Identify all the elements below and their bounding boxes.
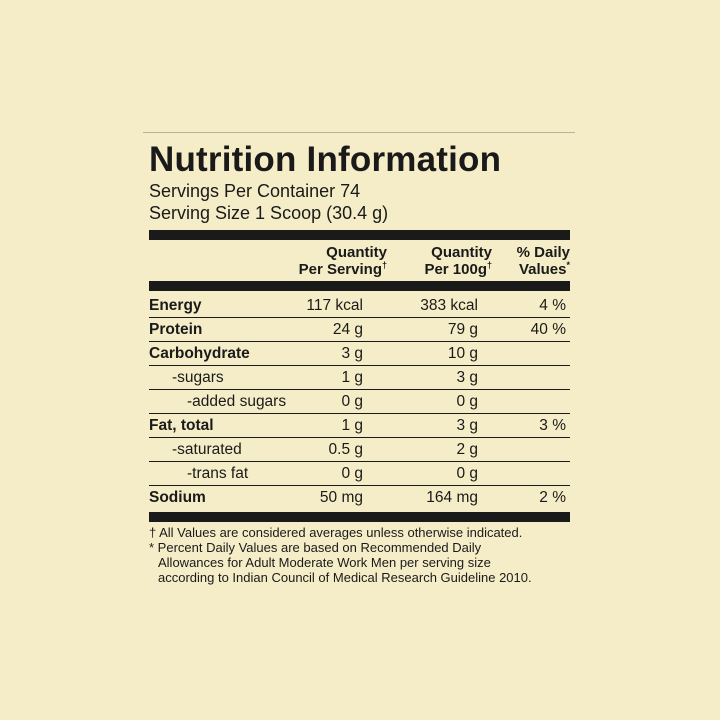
- per-serving-value: 3 g: [341, 344, 363, 362]
- table-row: Energy 117 kcal 383 kcal 4 %: [149, 294, 570, 318]
- per-100g-value: 0 g: [456, 392, 478, 410]
- table-row: -trans fat 0 g 0 g: [149, 462, 570, 486]
- nutrient-name: Energy: [149, 296, 202, 314]
- per-100g-value: 0 g: [456, 464, 478, 482]
- daily-value: 4 %: [539, 296, 566, 314]
- nutrient-name: -added sugars: [187, 392, 287, 410]
- per-serving-value: 117 kcal: [306, 296, 363, 314]
- per-serving-value: 24 g: [332, 320, 363, 338]
- nutrient-name: -saturated: [172, 440, 242, 458]
- serving-size: Serving Size 1 Scoop (30.4 g): [149, 203, 389, 223]
- per-100g-value: 383 kcal: [420, 296, 478, 314]
- footnotes: † All Values are considered averages unl…: [149, 525, 570, 585]
- header-daily-values: % Daily Values*: [492, 244, 570, 278]
- per-serving-value: 0.5 g: [328, 440, 363, 458]
- dagger-mark: †: [381, 259, 387, 270]
- nutrition-panel: Nutrition Information Servings Per Conta…: [149, 140, 570, 585]
- header-per-100g: Quantity Per 100g†: [387, 244, 492, 278]
- footnote-averages: † All Values are considered averages unl…: [149, 525, 523, 540]
- daily-value: 3 %: [539, 416, 566, 434]
- per-100g-value: 3 g: [456, 416, 478, 434]
- per-100g-value: 164 mg: [426, 489, 478, 506]
- nutrient-name: Sodium: [149, 489, 206, 506]
- header-per-serving-line2: Per Serving: [298, 260, 382, 278]
- table-bottom-bar: [149, 512, 570, 522]
- table-row: Fat, total 1 g 3 g 3 %: [149, 414, 570, 438]
- header-per-serving-line1: Quantity: [326, 243, 387, 261]
- nutrient-table: Energy 117 kcal 383 kcal 4 % Protein 24 …: [149, 291, 570, 510]
- nutrient-name: -sugars: [172, 368, 224, 386]
- footnote-daily-values-cont: Allowances for Adult Moderate Work Men p…: [158, 555, 491, 570]
- table-row: Protein 24 g 79 g 40 %: [149, 318, 570, 342]
- per-100g-value: 10 g: [447, 344, 478, 362]
- header-per-100g-line2: Per 100g: [424, 260, 487, 278]
- per-serving-value: 0 g: [341, 392, 363, 410]
- table-row: Sodium 50 mg 164 mg 2 %: [149, 486, 570, 510]
- daily-value: 2 %: [539, 489, 566, 506]
- nutrient-name: -trans fat: [187, 464, 249, 482]
- header-daily-line2: Values: [518, 260, 567, 278]
- nutrient-name: Carbohydrate: [149, 344, 250, 362]
- per-100g-value: 79 g: [447, 320, 478, 338]
- per-serving-value: 0 g: [341, 464, 363, 482]
- servings-per-container: Servings Per Container 74: [149, 181, 361, 201]
- table-row: -sugars 1 g 3 g: [149, 366, 570, 390]
- daily-value: 40 %: [530, 320, 566, 338]
- dagger-mark: †: [486, 259, 492, 270]
- header-top-bar: [149, 230, 570, 240]
- per-100g-value: 2 g: [456, 440, 478, 458]
- header-per-serving: Quantity Per Serving†: [267, 244, 387, 278]
- table-row: Carbohydrate 3 g 10 g: [149, 342, 570, 366]
- table-header: Quantity Per Serving† Quantity Per 100g†…: [149, 240, 570, 281]
- table-row: -added sugars 0 g 0 g: [149, 390, 570, 414]
- panel-title: Nutrition Information: [149, 140, 502, 179]
- per-serving-value: 50 mg: [319, 489, 363, 506]
- per-100g-value: 3 g: [456, 368, 478, 386]
- header-daily-line1: % Daily: [516, 243, 570, 261]
- per-serving-value: 1 g: [341, 368, 363, 386]
- nutrient-name: Protein: [149, 320, 203, 338]
- nutrient-name: Fat, total: [149, 416, 214, 434]
- top-divider: [143, 132, 575, 133]
- per-serving-value: 1 g: [341, 416, 363, 434]
- asterisk-mark: *: [566, 259, 570, 270]
- footnote-daily-values-source: according to Indian Council of Medical R…: [158, 570, 532, 585]
- header-per-100g-line1: Quantity: [431, 243, 492, 261]
- footnote-daily-values: * Percent Daily Values are based on Reco…: [149, 540, 482, 555]
- header-bottom-bar: [149, 281, 570, 291]
- table-row: -saturated 0.5 g 2 g: [149, 438, 570, 462]
